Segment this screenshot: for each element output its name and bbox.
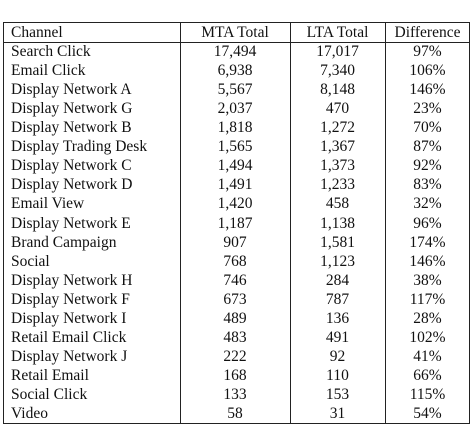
channel-cell: Search Click	[11, 43, 91, 61]
value-cell: 168	[223, 366, 247, 384]
value-cell: 54%	[413, 405, 442, 422]
value-cell: 133	[223, 385, 247, 403]
value-cell: 2,037	[217, 100, 253, 118]
value-cell: 110	[326, 366, 349, 384]
value-cell: 746	[223, 271, 247, 289]
column-rule	[290, 23, 291, 423]
header-cell: LTA Total	[306, 24, 369, 41]
value-cell: 146%	[409, 252, 446, 270]
value-cell: 92	[329, 347, 346, 365]
value-cell: 117%	[409, 290, 446, 308]
value-cell: 483	[223, 328, 247, 346]
channel-cell: Display Network G	[11, 100, 133, 118]
value-cell: 92%	[413, 157, 442, 175]
value-cell: 32%	[413, 195, 442, 213]
value-cell: 1,581	[320, 233, 355, 251]
column-rule	[385, 23, 386, 423]
channel-cell: Retail Email	[11, 366, 89, 384]
value-cell: 1,494	[217, 157, 253, 175]
channel-cell: Display Network A	[11, 81, 132, 99]
value-cell: 146%	[409, 81, 446, 99]
channel-cell: Brand Campaign	[11, 233, 117, 251]
channel-cell: Display Network B	[11, 119, 132, 137]
value-cell: 66%	[413, 366, 442, 384]
value-cell: 768	[223, 252, 247, 270]
value-cell: 489	[223, 309, 247, 327]
channel-cell: Social Click	[11, 385, 88, 403]
channel-cell: Email View	[11, 195, 85, 213]
value-cell: 1,233	[320, 176, 355, 194]
value-cell: 87%	[413, 138, 442, 156]
channel-cell: Video	[11, 405, 48, 422]
value-cell: 1,187	[217, 214, 253, 232]
value-cell: 23%	[413, 100, 442, 118]
value-cell: 1,491	[217, 176, 253, 194]
value-cell: 1,367	[320, 138, 355, 156]
value-cell: 673	[223, 290, 247, 308]
value-cell: 1,138	[320, 214, 355, 232]
channel-cell: Display Network C	[11, 157, 132, 175]
value-cell: 1,818	[217, 119, 253, 137]
channel-cell: Display Network F	[11, 290, 130, 308]
value-cell: 491	[325, 328, 350, 346]
value-cell: 136	[325, 309, 350, 327]
value-cell: 153	[325, 385, 350, 403]
value-cell: 58	[227, 405, 243, 422]
value-cell: 470	[325, 100, 350, 118]
value-cell: 284	[325, 271, 350, 289]
value-cell: 17,494	[213, 43, 257, 61]
value-cell: 102%	[409, 328, 446, 346]
value-cell: 6,938	[217, 62, 253, 80]
value-cell: 106%	[409, 62, 446, 80]
value-cell: 7,340	[320, 62, 355, 80]
value-cell: 1,123	[320, 252, 355, 270]
header-cell: Difference	[394, 24, 461, 41]
channel-cell: Display Network H	[11, 271, 133, 289]
value-cell: 96%	[413, 214, 442, 232]
value-cell: 83%	[413, 176, 442, 194]
header-rule	[4, 42, 469, 43]
value-cell: 1,420	[217, 195, 253, 213]
channel-cell: Display Network J	[11, 347, 128, 365]
value-cell: 17,017	[316, 43, 359, 61]
value-cell: 907	[223, 233, 247, 251]
value-cell: 8,148	[320, 81, 355, 99]
channel-cell: Retail Email Click	[11, 328, 127, 346]
value-cell: 222	[223, 347, 247, 365]
channel-cell: Display Network E	[11, 214, 131, 232]
channel-cell: Display Trading Desk	[11, 138, 148, 156]
channel-cell: Social	[11, 252, 50, 270]
value-cell: 38%	[413, 271, 442, 289]
table: Channel MTA Total LTA Total Difference Searc…	[3, 22, 470, 424]
value-cell: 1,565	[217, 138, 253, 156]
channel-cell: Display Network D	[11, 176, 133, 194]
value-cell: 174%	[409, 233, 446, 251]
channel-cell: Display Network I	[11, 309, 127, 327]
value-cell: 1,373	[320, 157, 355, 175]
value-cell: 70%	[413, 119, 442, 137]
value-cell: 115%	[409, 385, 446, 403]
header-cell: MTA Total	[201, 24, 269, 41]
value-cell: 41%	[413, 347, 442, 365]
value-cell: 458	[325, 195, 350, 213]
value-cell: 1,272	[320, 119, 355, 137]
column-rule	[180, 23, 181, 423]
header-cell: Channel	[11, 24, 63, 41]
value-cell: 97%	[413, 43, 442, 61]
value-cell: 5,567	[217, 81, 253, 99]
value-cell: 28%	[413, 309, 442, 327]
value-cell: 31	[329, 405, 346, 422]
channel-cell: Email Click	[11, 62, 86, 80]
value-cell: 787	[325, 290, 350, 308]
